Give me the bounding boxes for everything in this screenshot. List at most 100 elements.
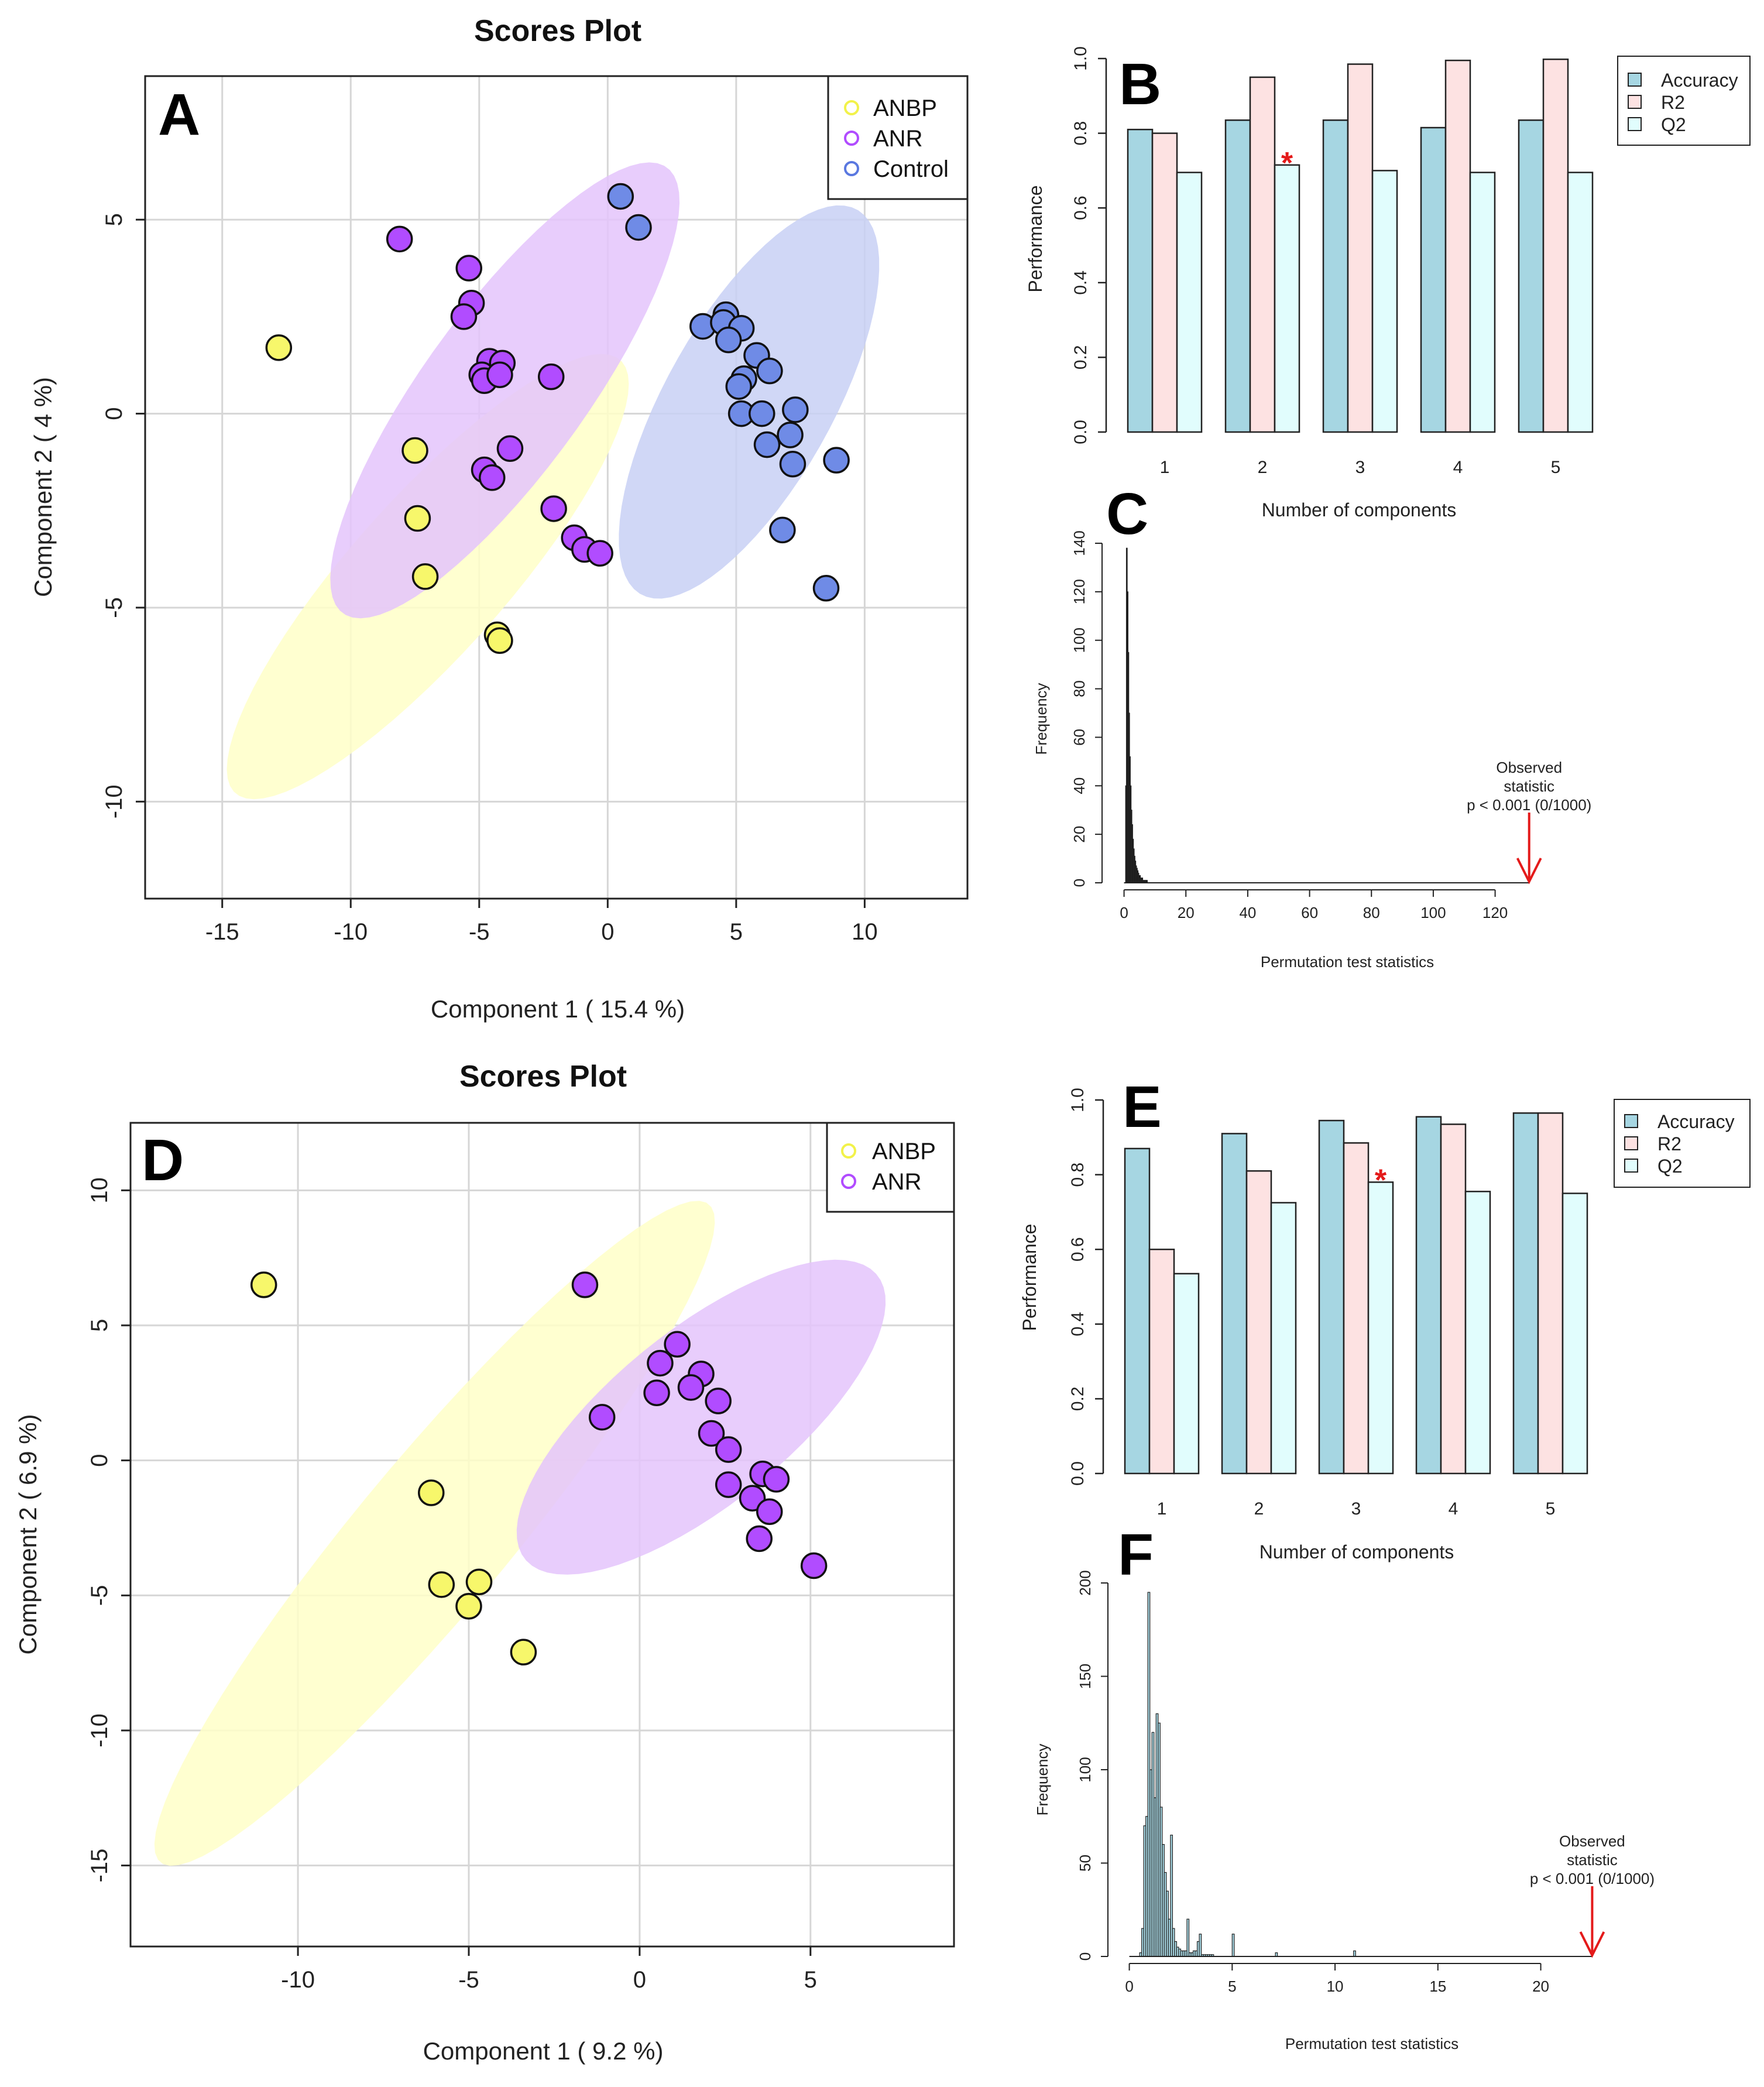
panel-d-plot-frame bbox=[129, 1122, 955, 1948]
y-tick-label: 20 bbox=[1070, 826, 1088, 843]
x-tick-label: 3 bbox=[1355, 458, 1365, 477]
observed-arrow-head bbox=[1579, 1931, 1605, 1958]
legend-label-anbp: ANBP bbox=[872, 1139, 936, 1164]
y-tick-label: 0.8 bbox=[1071, 121, 1090, 146]
y-tick-label: 0 bbox=[1076, 1952, 1094, 1961]
panel-a-title: Scores Plot bbox=[474, 14, 641, 48]
panel-b-legend: Accuracy R2 Q2 bbox=[1617, 56, 1751, 146]
point-anbp bbox=[486, 627, 513, 654]
bar-r2 bbox=[1245, 1170, 1272, 1475]
point-control bbox=[812, 575, 840, 602]
panel-b-x-axis-label: Number of components bbox=[1262, 499, 1457, 520]
bar-r2 bbox=[1343, 1142, 1370, 1475]
y-tick-label: -5 bbox=[101, 597, 127, 618]
legend-marker-anr bbox=[844, 131, 859, 146]
panel-a-legend: ANBP ANR Control bbox=[827, 75, 969, 200]
y-tick-label: -15 bbox=[87, 1849, 112, 1883]
panel-e-performance-chart: * 1 2 3 4 5 0.0 0.2 0.4 0.6 0.8 1.0 E Number of co… bbox=[1019, 1074, 1751, 1562]
point-control bbox=[725, 373, 752, 400]
legend-label-anr: ANR bbox=[872, 1169, 921, 1195]
x-tick-label: 1 bbox=[1157, 1499, 1167, 1519]
panel-b-performance-chart: * 1 2 3 4 5 0.0 0.2 0.4 0.6 0.8 1.0 B Number of co… bbox=[1025, 46, 1751, 520]
bar-accuracy bbox=[1518, 119, 1545, 433]
x-tick-label: 0 bbox=[1120, 904, 1128, 921]
bar-q2 bbox=[1173, 1273, 1200, 1475]
panel-e-y-axis-label: Performance bbox=[1019, 1224, 1040, 1331]
ellipse-anr bbox=[330, 162, 680, 619]
x-tick-label: 15 bbox=[1429, 1978, 1446, 1995]
bar-q2 bbox=[1469, 172, 1496, 433]
legend-label-q2: Q2 bbox=[1657, 1156, 1683, 1177]
point-anr bbox=[715, 1471, 742, 1498]
y-tick-label: 140 bbox=[1070, 530, 1088, 556]
y-tick-label: 0 bbox=[87, 1454, 112, 1467]
bar-q2 bbox=[1274, 164, 1300, 433]
y-tick-label: 0.4 bbox=[1068, 1312, 1087, 1336]
x-tick-label: 60 bbox=[1301, 904, 1318, 921]
panel-a-scores-plot: Scores Plot -15 -10 -5 0 5 10 -10 -5 0 5 A Compon… bbox=[29, 14, 969, 1023]
x-tick-label: 0 bbox=[633, 1967, 646, 1993]
point-anr bbox=[715, 1436, 742, 1463]
panel-b-letter: B bbox=[1119, 52, 1161, 117]
panel-b-y-axis-label: Performance bbox=[1025, 185, 1046, 292]
point-anr bbox=[588, 1404, 616, 1431]
panel-d-scores-plot: Scores Plot -10 -5 0 5 -15 -10 -5 0 5 10 D Compon… bbox=[14, 1060, 955, 2065]
point-anr bbox=[496, 435, 524, 462]
panel-a-letter: A bbox=[158, 82, 200, 148]
x-tick-label: 5 bbox=[1228, 1978, 1236, 1995]
y-tick-label: -10 bbox=[87, 1714, 112, 1747]
x-tick-label: 2 bbox=[1254, 1499, 1264, 1519]
bar-q2 bbox=[1371, 170, 1398, 433]
x-tick-label: -5 bbox=[469, 919, 490, 945]
point-anr bbox=[746, 1525, 773, 1553]
legend-label-r2: R2 bbox=[1657, 1133, 1681, 1154]
legend-swatch-r2 bbox=[1628, 95, 1642, 109]
point-anr bbox=[698, 1420, 725, 1447]
point-anr bbox=[800, 1552, 828, 1579]
point-anbp bbox=[510, 1639, 537, 1666]
best-model-asterisk: * bbox=[1281, 146, 1293, 180]
x-tick-label: 10 bbox=[852, 919, 878, 945]
point-anr bbox=[586, 540, 613, 567]
y-tick-label: 50 bbox=[1076, 1855, 1094, 1872]
point-anr bbox=[478, 464, 506, 491]
y-tick-label: 100 bbox=[1070, 628, 1088, 653]
bar-q2 bbox=[1176, 172, 1203, 433]
x-tick-label: 100 bbox=[1420, 904, 1446, 921]
legend-swatch-r2 bbox=[1624, 1136, 1638, 1150]
bar-r2 bbox=[1249, 76, 1276, 433]
bar-r2 bbox=[1151, 132, 1178, 433]
legend-swatch-q2 bbox=[1624, 1159, 1638, 1173]
y-tick-label: 1.0 bbox=[1068, 1088, 1087, 1112]
point-anr bbox=[664, 1331, 691, 1358]
point-control bbox=[749, 400, 775, 427]
point-anr bbox=[643, 1379, 670, 1407]
bar-accuracy bbox=[1322, 119, 1349, 433]
bar-accuracy bbox=[1415, 1116, 1442, 1475]
panel-c-letter: C bbox=[1106, 481, 1148, 547]
legend-swatch-q2 bbox=[1628, 117, 1642, 131]
histogram-bar bbox=[1199, 1934, 1202, 1957]
x-tick-label: 20 bbox=[1178, 904, 1195, 921]
x-tick-label: 20 bbox=[1532, 1978, 1549, 1995]
bar-r2 bbox=[1537, 1112, 1564, 1475]
x-tick-label: 5 bbox=[804, 1967, 817, 1993]
point-anr bbox=[647, 1349, 674, 1377]
point-anr bbox=[450, 303, 478, 330]
y-tick-label: 10 bbox=[87, 1177, 112, 1204]
observed-statistic-label: Observed bbox=[1496, 759, 1562, 776]
x-tick-label: -15 bbox=[205, 919, 239, 945]
bar-r2 bbox=[1347, 63, 1374, 433]
x-tick-label: 3 bbox=[1351, 1499, 1361, 1519]
x-tick-label: 4 bbox=[1453, 458, 1463, 477]
y-tick-label: 0.8 bbox=[1068, 1163, 1087, 1187]
panel-a-plot-frame bbox=[144, 75, 969, 900]
bar-accuracy bbox=[1420, 126, 1447, 433]
point-control bbox=[607, 183, 634, 210]
point-anbp bbox=[401, 437, 428, 464]
legend-label-accuracy: Accuracy bbox=[1657, 1111, 1735, 1132]
legend-marker-anbp bbox=[844, 100, 859, 115]
panel-f-x-axis-label: Permutation test statistics bbox=[1285, 2035, 1458, 2052]
